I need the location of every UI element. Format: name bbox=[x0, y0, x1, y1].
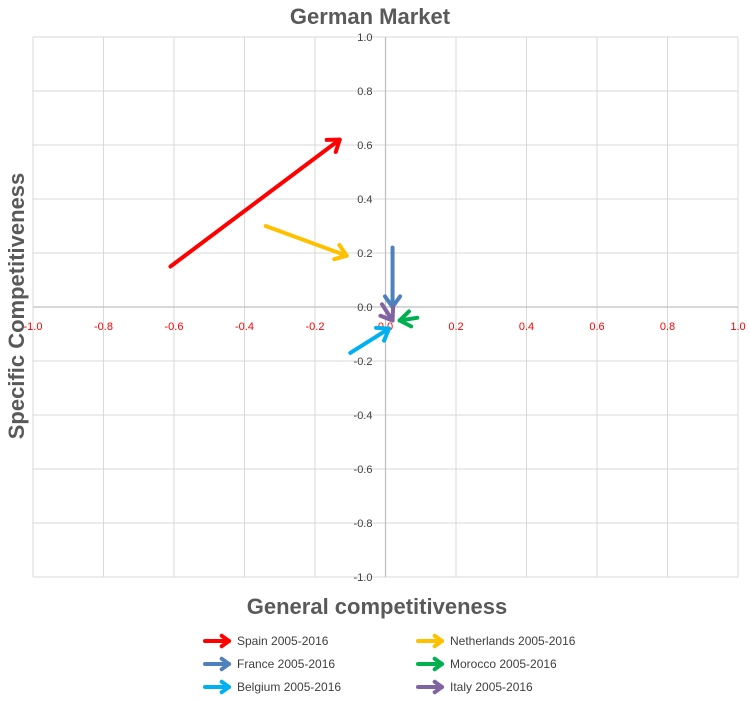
x-tick-label: 0.2 bbox=[448, 321, 463, 333]
y-tick-label: -1.0 bbox=[354, 572, 373, 584]
legend-item: Netherlands 2005-2016 bbox=[416, 633, 576, 649]
legend-arrow-swatch bbox=[416, 656, 444, 672]
arrow-series-5 bbox=[378, 302, 396, 323]
arrow-series-2 bbox=[382, 245, 403, 309]
y-tick-label: 0.0 bbox=[357, 302, 372, 314]
x-tick-label: -0.8 bbox=[94, 321, 113, 333]
arrow-series-4 bbox=[348, 325, 392, 355]
legend-arrow-swatch bbox=[416, 633, 444, 649]
y-tick-label: 0.6 bbox=[357, 140, 372, 152]
tick-labels: -1.0 -0.8 -0.6 -0.4 -0.2 0.0 0.2 0.4 0.6 0.8 1.0 1.… bbox=[24, 32, 746, 584]
chart-title: German Market bbox=[290, 4, 451, 29]
arrow-series-3 bbox=[397, 309, 420, 329]
legend-arrow-swatch bbox=[203, 633, 231, 649]
legend-item: Morocco 2005-2016 bbox=[416, 656, 557, 672]
x-tick-label: 0.4 bbox=[519, 321, 534, 333]
x-tick-label: 0.6 bbox=[589, 321, 604, 333]
legend-label: France 2005-2016 bbox=[237, 657, 335, 671]
y-tick-label: -0.6 bbox=[354, 464, 373, 476]
legend-label: Morocco 2005-2016 bbox=[450, 657, 557, 671]
x-tick-label: 0.8 bbox=[660, 321, 675, 333]
x-axis-title: General competitiveness bbox=[247, 594, 507, 619]
legend-item: France 2005-2016 bbox=[203, 656, 335, 672]
x-tick-label: -1.0 bbox=[24, 321, 43, 333]
legend-arrow-swatch bbox=[203, 656, 231, 672]
legend-label: Netherlands 2005-2016 bbox=[450, 634, 576, 648]
x-tick-label: 1.0 bbox=[730, 321, 745, 333]
arrow-series-1 bbox=[263, 224, 349, 262]
y-tick-label: 0.8 bbox=[357, 86, 372, 98]
legend-item: Italy 2005-2016 bbox=[416, 679, 533, 695]
legend: Spain 2005-2016 Netherlands 2005-2016 Fran… bbox=[203, 633, 576, 695]
x-tick-label: -0.2 bbox=[306, 321, 325, 333]
legend-arrow-swatch bbox=[203, 679, 231, 695]
y-tick-label: 0.4 bbox=[357, 194, 372, 206]
arrow-series-0 bbox=[168, 137, 342, 269]
arrows bbox=[168, 137, 420, 355]
legend-arrow-swatch bbox=[416, 679, 444, 695]
y-tick-label: 0.2 bbox=[357, 248, 372, 260]
y-tick-label: -0.8 bbox=[354, 518, 373, 530]
legend-label: Italy 2005-2016 bbox=[450, 680, 533, 694]
x-tick-label: -0.6 bbox=[165, 321, 184, 333]
y-tick-label: -0.4 bbox=[354, 410, 373, 422]
legend-item: Belgium 2005-2016 bbox=[203, 679, 341, 695]
legend-item: Spain 2005-2016 bbox=[203, 633, 329, 649]
y-tick-label: -0.2 bbox=[354, 356, 373, 368]
legend-label: Spain 2005-2016 bbox=[237, 634, 329, 648]
y-axis-title: Specific Competitiveness bbox=[4, 173, 29, 440]
y-tick-label: 1.0 bbox=[357, 32, 372, 44]
x-tick-label: -0.4 bbox=[235, 321, 254, 333]
legend-label: Belgium 2005-2016 bbox=[237, 680, 341, 694]
